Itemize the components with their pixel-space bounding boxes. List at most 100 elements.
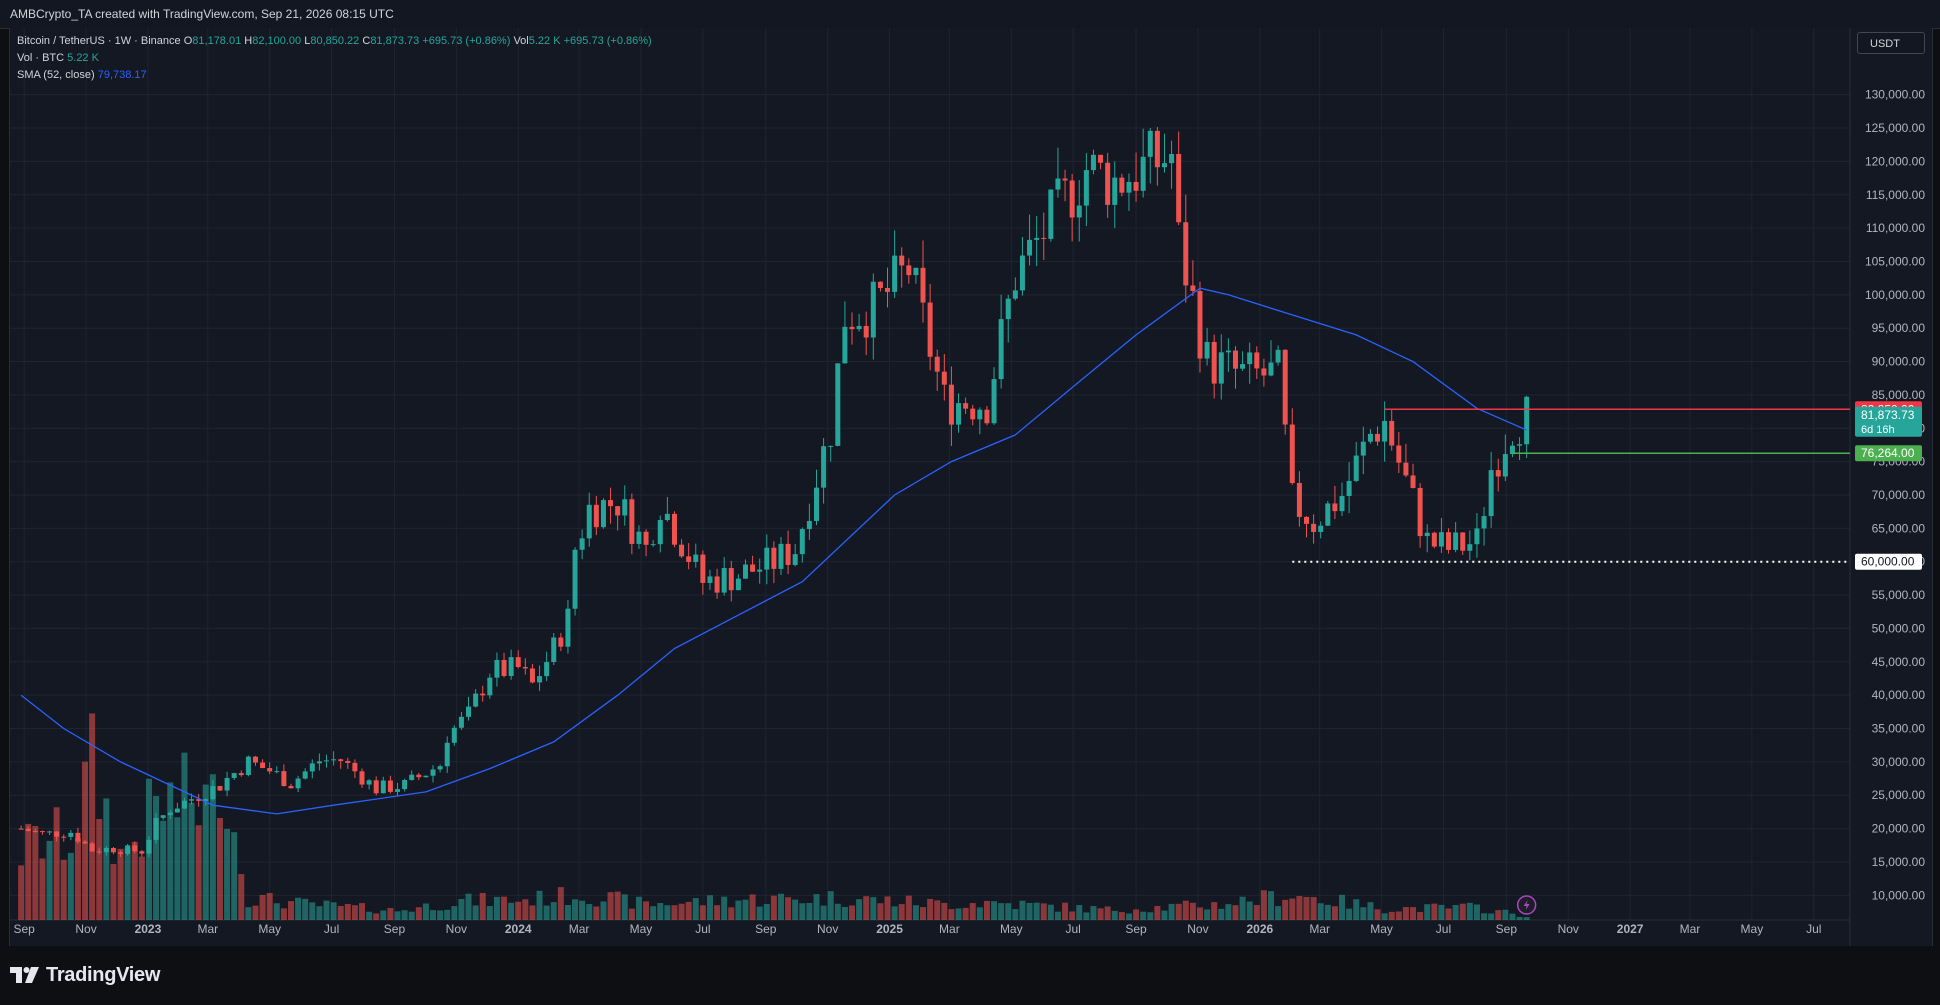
legend-volume-row: Vol · BTC 5.22 K xyxy=(17,50,652,67)
sma-indicator-label[interactable]: SMA (52, close) xyxy=(17,69,95,81)
candle-body xyxy=(68,832,74,837)
volume-bar xyxy=(728,907,735,920)
candle-body xyxy=(1027,239,1033,256)
volume-bar xyxy=(763,903,770,920)
candle-body xyxy=(139,851,145,854)
volume-bar xyxy=(479,892,486,920)
volume-bar xyxy=(472,905,479,920)
price-tick-label: 85,000.00 xyxy=(1872,388,1926,402)
volume-indicator-label[interactable]: Vol · BTC xyxy=(17,52,65,64)
volume-bar xyxy=(834,903,841,920)
candle-body xyxy=(39,831,45,833)
volume-indicator-value: 5.22 K xyxy=(67,52,99,64)
volume-bar xyxy=(266,893,273,920)
currency-button[interactable]: USDT xyxy=(1857,32,1925,54)
volume-bar xyxy=(813,894,820,920)
volume-bar xyxy=(1388,911,1395,920)
candle-body xyxy=(1389,420,1395,446)
volume-bar xyxy=(74,838,81,920)
time-tick-label: 2024 xyxy=(505,922,532,936)
volume-bar xyxy=(1168,903,1175,920)
candle-body xyxy=(338,759,344,761)
candle-body xyxy=(409,774,415,780)
time-tick-label: Sep xyxy=(1125,922,1147,936)
volume-bar xyxy=(373,913,380,920)
time-tick-label: Nov xyxy=(817,922,838,936)
volume-bar xyxy=(1339,894,1346,920)
volume-bar xyxy=(756,906,763,920)
volume-bar xyxy=(1026,902,1033,920)
volume-bar xyxy=(600,901,607,920)
volume-bar xyxy=(699,905,706,920)
candle-body xyxy=(764,547,770,570)
volume-bar xyxy=(827,891,834,920)
candle-body xyxy=(238,773,244,776)
candle-body xyxy=(437,766,443,770)
candle-body xyxy=(110,848,116,853)
time-tick-label: Mar xyxy=(1309,922,1330,936)
candle-body xyxy=(1176,154,1182,223)
volume-bar xyxy=(486,906,493,920)
price-tick-label: 35,000.00 xyxy=(1872,722,1926,736)
volume-bar xyxy=(948,909,955,920)
candle-body xyxy=(1481,516,1487,529)
candle-body xyxy=(1119,177,1125,193)
time-tick-label: 2027 xyxy=(1617,922,1644,936)
volume-bar xyxy=(1431,903,1438,920)
volume-bar xyxy=(1005,903,1012,920)
high-key: H xyxy=(244,35,253,47)
candle-body xyxy=(323,760,329,762)
candle-body xyxy=(600,500,606,528)
volume-bar xyxy=(259,894,266,920)
volume-bar xyxy=(451,906,458,920)
chart-area[interactable]: 10,000.00 15,000.00 20,000.00 25,000.00 30,0… xyxy=(9,28,1933,946)
candle-body xyxy=(515,657,521,667)
candle-body xyxy=(998,319,1004,380)
candle-body xyxy=(750,564,756,572)
time-tick-label: Jul xyxy=(1806,922,1821,936)
candle-body xyxy=(821,446,827,488)
candle-body xyxy=(1275,349,1281,363)
volume-bar xyxy=(955,908,962,920)
candle-body xyxy=(1069,180,1075,218)
price-chart[interactable]: 10,000.00 15,000.00 20,000.00 25,000.00 30,0… xyxy=(10,28,1932,946)
price-tick-label: 65,000.00 xyxy=(1872,521,1926,535)
candle-body xyxy=(387,780,393,792)
time-tick-label: Mar xyxy=(197,922,218,936)
volume-bar xyxy=(628,908,635,920)
candle-body xyxy=(47,831,53,833)
candle-body xyxy=(174,808,180,813)
volume-bar xyxy=(67,852,74,920)
candle-body xyxy=(501,659,507,677)
candle-body xyxy=(671,513,677,545)
volume-bar xyxy=(153,796,160,920)
candle-body xyxy=(1446,532,1452,550)
candle-body xyxy=(679,544,685,557)
symbol-label[interactable]: Bitcoin / TetherUS · 1W · Binance xyxy=(17,35,181,47)
volume-bar xyxy=(820,905,827,920)
candle-body xyxy=(984,409,990,424)
candle-body xyxy=(1254,352,1260,369)
time-tick-label: Sep xyxy=(755,922,777,936)
candle-body xyxy=(1438,532,1444,547)
volume-bar xyxy=(529,905,536,920)
volume-bar xyxy=(856,899,863,920)
candle-body xyxy=(1211,341,1217,384)
candle-body xyxy=(1261,368,1267,376)
volume-bar xyxy=(692,898,699,920)
lightning-event-icon[interactable] xyxy=(1516,895,1537,915)
candle-body xyxy=(835,363,841,446)
volume-bar xyxy=(202,784,209,920)
volume-bar xyxy=(678,903,685,920)
candle-body xyxy=(1410,475,1416,488)
tradingview-logo[interactable]: TradingView xyxy=(10,964,160,986)
volume-bar xyxy=(1104,906,1111,920)
volume-bar xyxy=(593,906,600,920)
volume-bar xyxy=(643,901,650,920)
chart-credit: AMBCrypto_TA created with TradingView.co… xyxy=(10,7,394,21)
volume-bar xyxy=(1353,899,1360,920)
volume-bar xyxy=(1516,916,1523,920)
high-value: 82,100.00 xyxy=(252,35,302,47)
volume-bar xyxy=(89,713,96,920)
time-tick-label: Sep xyxy=(1496,922,1518,936)
